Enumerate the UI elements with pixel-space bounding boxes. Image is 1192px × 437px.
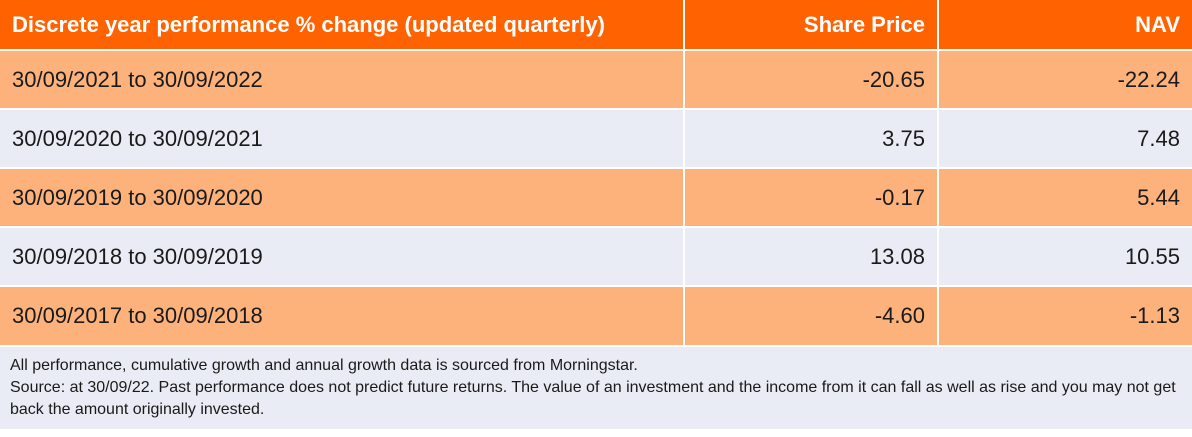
table-row: 30/09/2019 to 30/09/2020 -0.17 5.44 bbox=[0, 167, 1192, 227]
period-cell: 30/09/2021 to 30/09/2022 bbox=[0, 49, 684, 109]
footnote-disclaimer: Source: at 30/09/22. Past performance do… bbox=[10, 379, 1176, 418]
nav-cell: 10.55 bbox=[937, 226, 1192, 286]
period-cell: 30/09/2017 to 30/09/2018 bbox=[0, 285, 684, 345]
discrete-performance-table: Discrete year performance % change (upda… bbox=[0, 0, 1192, 345]
column-header-nav: NAV bbox=[937, 0, 1192, 50]
table-row: 30/09/2018 to 30/09/2019 13.08 10.55 bbox=[0, 226, 1192, 286]
share-price-cell: -4.60 bbox=[683, 285, 938, 345]
share-price-cell: 13.08 bbox=[683, 226, 938, 286]
footnote: All performance, cumulative growth and a… bbox=[0, 345, 1192, 429]
column-header-period: Discrete year performance % change (upda… bbox=[0, 0, 684, 50]
nav-cell: 5.44 bbox=[937, 167, 1192, 227]
nav-cell: -22.24 bbox=[937, 49, 1192, 109]
period-cell: 30/09/2018 to 30/09/2019 bbox=[0, 226, 684, 286]
table-row: 30/09/2021 to 30/09/2022 -20.65 -22.24 bbox=[0, 49, 1192, 109]
period-cell: 30/09/2019 to 30/09/2020 bbox=[0, 167, 684, 227]
table-row: 30/09/2020 to 30/09/2021 3.75 7.48 bbox=[0, 108, 1192, 168]
period-cell: 30/09/2020 to 30/09/2021 bbox=[0, 108, 684, 168]
table-row: 30/09/2017 to 30/09/2018 -4.60 -1.13 bbox=[0, 285, 1192, 345]
table-header-row: Discrete year performance % change (upda… bbox=[0, 0, 1192, 50]
share-price-cell: -20.65 bbox=[683, 49, 938, 109]
column-header-share-price: Share Price bbox=[683, 0, 938, 50]
nav-cell: 7.48 bbox=[937, 108, 1192, 168]
share-price-cell: 3.75 bbox=[683, 108, 938, 168]
share-price-cell: -0.17 bbox=[683, 167, 938, 227]
nav-cell: -1.13 bbox=[937, 285, 1192, 345]
footnote-source-line: All performance, cumulative growth and a… bbox=[10, 357, 638, 374]
